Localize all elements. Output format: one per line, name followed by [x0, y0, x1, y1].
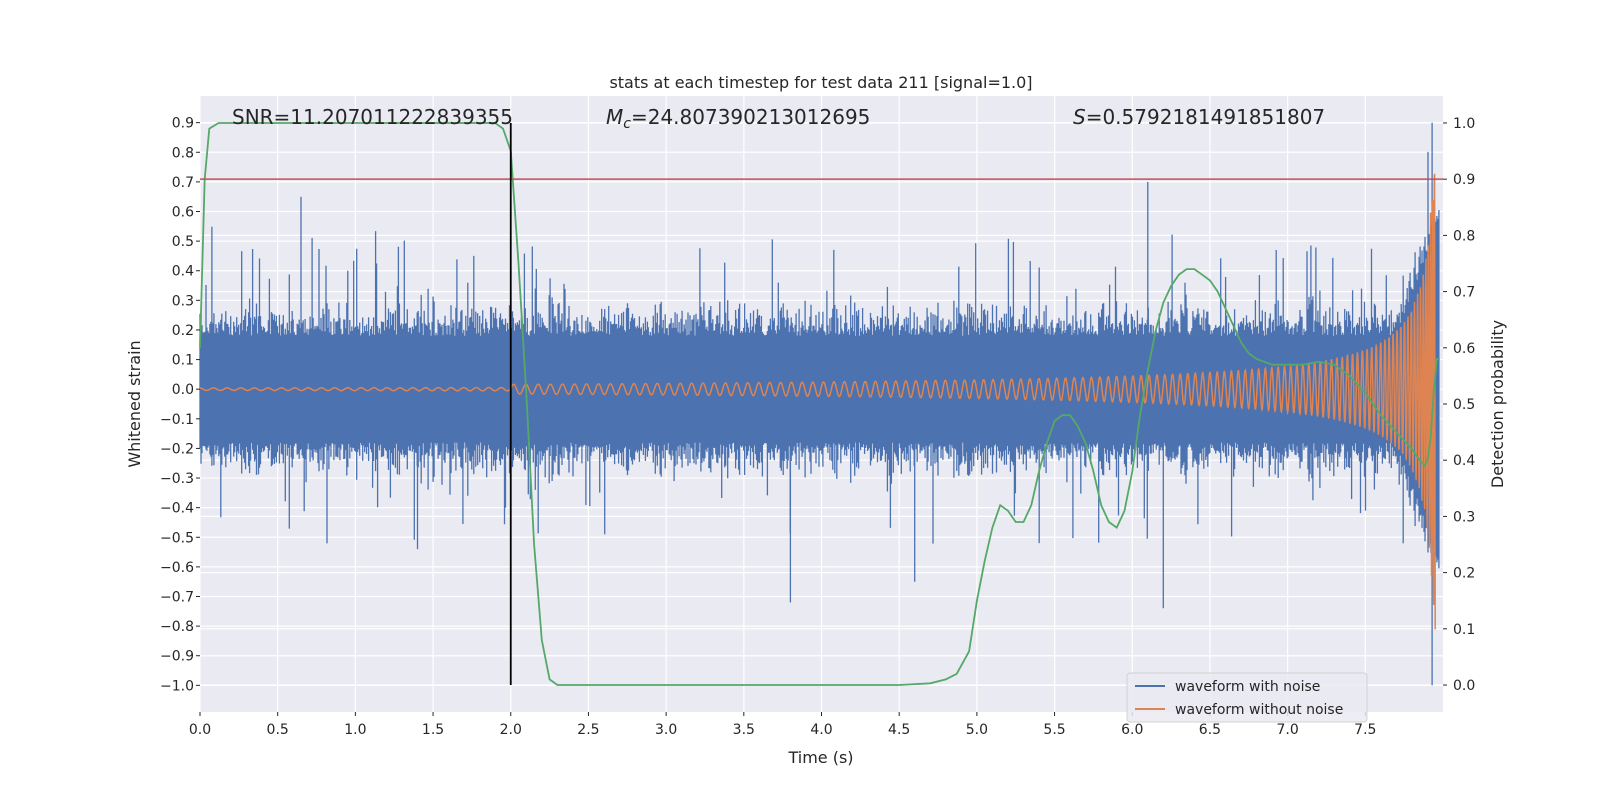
x-tick-label: 3.5: [733, 722, 755, 738]
markers: [200, 122, 1443, 686]
y2-tick-label: 0.0: [1453, 678, 1475, 694]
y2-tick-label: 0.7: [1453, 285, 1475, 301]
y-tick-label: 0.7: [172, 175, 194, 191]
y2-tick-label: 0.1: [1453, 622, 1475, 638]
y-tick-label: 0.2: [172, 323, 194, 339]
x-tick-label: 6.0: [1121, 722, 1143, 738]
y-tick-label: 0.5: [172, 234, 194, 250]
tick-labels: 0.0 0.5 1.0 1.5 2.0 2.5 3.0 3.5 4.0 4.5 5.0 5.5 6.0 6…: [160, 116, 1475, 738]
series-waveform-without-noise: [200, 173, 1436, 630]
y-tick-label: −1.0: [160, 678, 194, 694]
series-detection-probability: [199, 122, 1440, 686]
x-tick-label: 1.5: [422, 722, 444, 738]
legend-label-clean: waveform without noise: [1175, 702, 1343, 718]
annotation-chirp-mass: Mc=24.807390213012695: [606, 105, 870, 132]
y2-tick-label: 0.3: [1453, 509, 1475, 525]
probability-trace: [199, 122, 1440, 686]
annotation-s-symbol: S: [1073, 105, 1086, 129]
annotation-mc-subscript: c: [623, 116, 631, 132]
y-tick-label: 0.8: [172, 145, 194, 161]
x-tick-label: 2.5: [577, 722, 599, 738]
legend-label-noise: waveform with noise: [1175, 679, 1320, 695]
y-axis-title: Whitened strain: [125, 340, 144, 467]
annotation-s-value: =0.5792181491851807: [1086, 105, 1325, 129]
y-tick-label: 0.1: [172, 353, 194, 369]
x-tick-label: 0.0: [189, 722, 211, 738]
y2-tick-label: 0.2: [1453, 566, 1475, 582]
x-axis-title: Time (s): [787, 748, 853, 767]
chart-title: stats at each timestep for test data 211…: [609, 73, 1032, 92]
y2-tick-label: 0.5: [1453, 397, 1475, 413]
x-tick-label: 5.5: [1043, 722, 1065, 738]
y2-axis-title: Detection probability: [1488, 320, 1507, 488]
y2-tick-label: 0.6: [1453, 341, 1475, 357]
x-tick-label: 1.0: [344, 722, 366, 738]
x-tick-label: 4.5: [888, 722, 910, 738]
y-tick-label: −0.2: [160, 441, 194, 457]
y-tick-label: −0.4: [160, 501, 194, 517]
y-tick-label: −0.9: [160, 649, 194, 665]
y-tick-label: 0.4: [172, 264, 194, 280]
y2-tick-label: 0.9: [1453, 172, 1475, 188]
annotation-mc-symbol: M: [606, 105, 623, 129]
legend: waveform with noise waveform without noi…: [1126, 672, 1368, 723]
y-tick-label: −0.5: [160, 530, 194, 546]
x-tick-label: 7.5: [1354, 722, 1376, 738]
y-tick-label: −0.1: [160, 412, 194, 428]
x-tick-label: 5.0: [966, 722, 988, 738]
legend-box: [1126, 672, 1368, 723]
y2-tick-label: 0.8: [1453, 228, 1475, 244]
x-tick-label: 0.5: [267, 722, 289, 738]
x-tick-label: 4.0: [810, 722, 832, 738]
x-tick-label: 7.0: [1276, 722, 1298, 738]
y-tick-label: 0.3: [172, 293, 194, 309]
y-tick-label: −0.7: [160, 590, 194, 606]
y-tick-label: 0.0: [172, 382, 194, 398]
annotation-mc-value: =24.807390213012695: [631, 105, 870, 129]
x-tick-label: 2.0: [500, 722, 522, 738]
x-tick-label: 6.5: [1199, 722, 1221, 738]
y-tick-label: 0.6: [172, 205, 194, 221]
annotation-snr: SNR=11.207011222839355: [232, 105, 513, 129]
y2-tick-label: 0.4: [1453, 453, 1475, 469]
x-tick-label: 3.0: [655, 722, 677, 738]
y2-tick-label: 1.0: [1453, 116, 1475, 132]
clean-trace: [200, 173, 1436, 630]
y-tick-label: −0.6: [160, 560, 194, 576]
annotation-statistic: S=0.5792181491851807: [1073, 105, 1325, 129]
y-tick-label: −0.8: [160, 619, 194, 635]
y-tick-label: 0.9: [172, 116, 194, 132]
y-tick-label: −0.3: [160, 471, 194, 487]
